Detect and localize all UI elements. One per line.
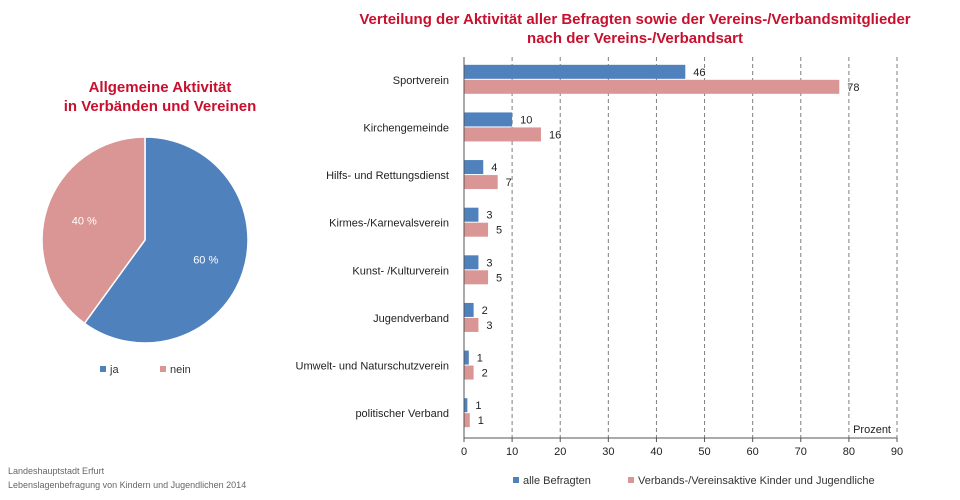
pie-legend-swatch bbox=[160, 366, 166, 372]
x-tick-label: 30 bbox=[602, 446, 614, 458]
bar-active bbox=[464, 317, 479, 332]
x-axis-label: Prozent bbox=[853, 424, 891, 436]
bar-value-label: 7 bbox=[506, 177, 512, 189]
category-label: Kirchengemeinde bbox=[363, 122, 449, 134]
bar-value-label: 1 bbox=[475, 400, 481, 412]
x-tick-label: 90 bbox=[891, 446, 903, 458]
pie-chart-title: Allgemeine Aktivität in Verbänden und Ve… bbox=[40, 78, 280, 116]
pie-title-line2: in Verbänden und Vereinen bbox=[63, 98, 257, 115]
pie-legend-label: nein bbox=[170, 364, 191, 376]
category-label: Kunst- /Kulturverein bbox=[352, 265, 449, 277]
bar-active bbox=[464, 222, 489, 237]
bar-value-label: 3 bbox=[486, 210, 492, 222]
bar-all bbox=[464, 64, 686, 79]
bar-value-label: 10 bbox=[520, 114, 532, 126]
bar-active bbox=[464, 79, 840, 94]
bar-active bbox=[464, 270, 489, 285]
bar-value-label: 46 bbox=[693, 67, 705, 79]
pie-legend-label: ja bbox=[109, 364, 119, 376]
bar-value-label: 16 bbox=[549, 129, 561, 141]
x-tick-label: 70 bbox=[795, 446, 807, 458]
x-tick-label: 10 bbox=[506, 446, 518, 458]
category-label: Hilfs- und Rettungsdienst bbox=[326, 170, 449, 182]
pie-title-line1: Allgemeine Aktivität bbox=[88, 79, 232, 96]
bar-legend-swatch bbox=[628, 477, 634, 483]
x-tick-label: 80 bbox=[843, 446, 855, 458]
bar-legend-swatch bbox=[513, 477, 519, 483]
bar-all bbox=[464, 160, 484, 175]
pie-slice-nein bbox=[41, 136, 146, 325]
bar-all bbox=[464, 398, 468, 413]
pie-slice-label: 60 % bbox=[193, 255, 218, 267]
bar-legend-label: Verbands-/Vereinsaktive Kinder und Jugen… bbox=[638, 475, 875, 487]
bar-active bbox=[464, 365, 474, 380]
bar-all bbox=[464, 255, 479, 270]
source-line-1: Landeshauptstadt Erfurt bbox=[8, 466, 105, 476]
bar-active bbox=[464, 175, 498, 190]
bar-value-label: 1 bbox=[477, 353, 483, 365]
pie-slice-ja bbox=[83, 136, 249, 344]
bar-value-label: 5 bbox=[496, 225, 502, 237]
x-tick-label: 60 bbox=[747, 446, 759, 458]
bar-active bbox=[464, 413, 470, 428]
category-label: Jugendverband bbox=[373, 313, 449, 325]
bar-value-label: 3 bbox=[486, 320, 492, 332]
x-tick-label: 50 bbox=[698, 446, 710, 458]
bar-all bbox=[464, 207, 479, 222]
bar-title-line2: nach der Vereins-/Verbandsart bbox=[527, 30, 743, 47]
pie-slice-label: 40 % bbox=[72, 215, 97, 227]
bar-value-label: 78 bbox=[847, 82, 859, 94]
bar-value-label: 2 bbox=[482, 368, 488, 380]
bar-title-line1: Verteilung der Aktivität aller Befragten… bbox=[359, 11, 911, 28]
bar-value-label: 5 bbox=[496, 272, 502, 284]
bar-value-label: 2 bbox=[482, 305, 488, 317]
category-label: politischer Verband bbox=[355, 408, 449, 420]
x-tick-label: 40 bbox=[650, 446, 662, 458]
bar-all bbox=[464, 112, 513, 127]
bar-chart-title: Verteilung der Aktivität aller Befragten… bbox=[330, 10, 940, 48]
source-line-2: Lebenslagenbefragung von Kindern und Jug… bbox=[8, 480, 247, 490]
pie-legend-swatch bbox=[100, 366, 106, 372]
category-label: Umwelt- und Naturschutzverein bbox=[296, 361, 449, 373]
category-label: Sportverein bbox=[393, 75, 449, 87]
x-tick-label: 0 bbox=[461, 446, 467, 458]
x-tick-label: 20 bbox=[554, 446, 566, 458]
bar-legend-label: alle Befragten bbox=[523, 475, 591, 487]
bar-all bbox=[464, 302, 474, 317]
bar-value-label: 3 bbox=[486, 257, 492, 269]
bar-value-label: 4 bbox=[491, 162, 497, 174]
category-label: Kirmes-/Karnevalsverein bbox=[329, 218, 449, 230]
bar-active bbox=[464, 127, 541, 142]
bar-value-label: 1 bbox=[478, 415, 484, 427]
bar-all bbox=[464, 350, 469, 365]
